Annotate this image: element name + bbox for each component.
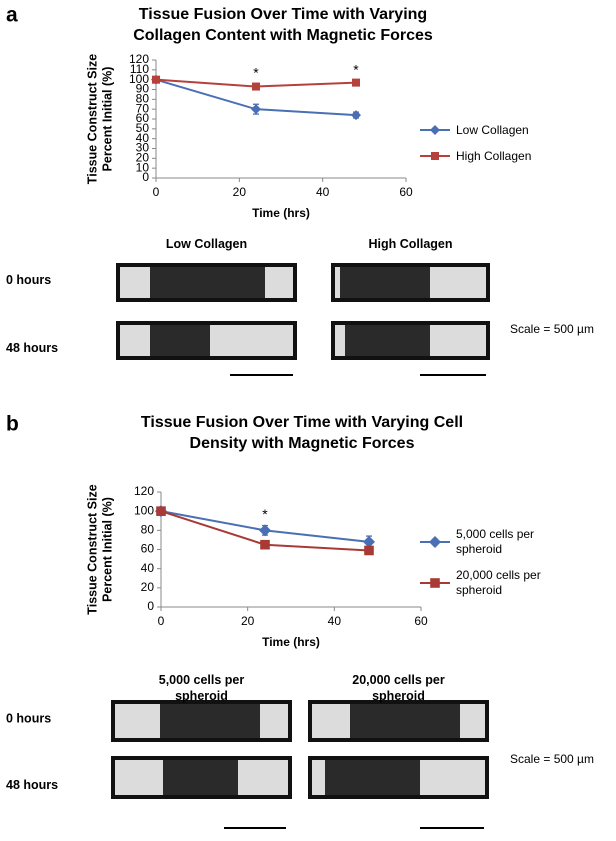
- x-axis-title: Time (hrs): [262, 635, 320, 649]
- x-axis-title: Time (hrs): [252, 206, 310, 220]
- x-tick-label: 20: [233, 185, 247, 199]
- marker: [252, 82, 260, 91]
- marker: [259, 524, 271, 537]
- y-axis-title: Tissue Construct Size: [85, 484, 99, 614]
- marker: [260, 539, 270, 550]
- x-tick-label: 60: [414, 614, 428, 628]
- scale-label: Scale = 500 µm: [510, 322, 594, 336]
- scale-label: Scale = 500 µm: [510, 752, 594, 766]
- row-label: 0 hours: [6, 273, 51, 287]
- legend-swatch: [420, 578, 450, 588]
- y-tick-label: 60: [136, 111, 150, 125]
- legend-swatch: [420, 536, 450, 548]
- micrograph-header: 5,000 cells per spheroid: [158, 673, 245, 703]
- y-tick-label: 50: [136, 121, 150, 135]
- legend-label: 20,000 cells per spheroid: [456, 568, 541, 597]
- y-tick-label: 20: [136, 151, 150, 165]
- y-tick-label: 10: [136, 160, 150, 174]
- row-label: 0 hours: [6, 711, 51, 725]
- micrograph-tissue: [350, 704, 460, 738]
- legend-entry: 5,000 cells per spheroid: [418, 527, 571, 557]
- marker: [431, 152, 439, 160]
- y-tick-label: 120: [129, 52, 149, 66]
- legend-entry: 20,000 cells per spheroid: [418, 568, 571, 598]
- chart-title: Tissue Fusion Over Time with Varying Col…: [133, 6, 433, 44]
- legend-entry: High Collagen: [418, 141, 576, 171]
- y-tick-label: 0: [147, 599, 154, 613]
- y-tick-label: 90: [136, 82, 150, 96]
- marker: [430, 578, 440, 588]
- micrograph-tissue: [325, 760, 420, 795]
- x-tick-label: 60: [399, 185, 413, 199]
- micrograph-tissue: [150, 325, 210, 356]
- y-axis-title: Percent Initial (%): [100, 497, 114, 602]
- legend-swatch: [420, 152, 450, 160]
- panel-label: b: [6, 413, 19, 436]
- y-tick-label: 80: [136, 92, 150, 106]
- legend-label: High Collagen: [456, 148, 532, 163]
- y-tick-label: 60: [141, 542, 155, 556]
- y-tick-label: 20: [141, 580, 155, 594]
- y-tick-label: 70: [136, 101, 150, 115]
- y-tick-label: 120: [134, 484, 154, 498]
- y-axis-title: Percent Initial (%): [100, 67, 114, 172]
- micrograph-tissue: [160, 704, 260, 738]
- marker: [152, 75, 160, 84]
- micrograph-header: 20,000 cells per spheroid: [352, 673, 445, 703]
- x-tick-label: 40: [316, 185, 330, 199]
- y-tick-label: 80: [141, 523, 155, 537]
- marker: [364, 545, 374, 556]
- marker: [363, 535, 375, 548]
- micrograph-tissue: [163, 760, 238, 795]
- y-tick-label: 40: [136, 131, 150, 145]
- marker: [351, 110, 361, 121]
- legend-entry: Low Collagen: [418, 115, 576, 145]
- micrograph-tissue: [150, 267, 265, 298]
- row-label: 48 hours: [6, 341, 58, 355]
- y-axis-title: Tissue Construct Size: [85, 54, 99, 184]
- marker: [352, 78, 360, 87]
- marker: [429, 536, 441, 548]
- chart-title: Tissue Fusion Over Time with Varying Cel…: [140, 414, 464, 452]
- marker: [430, 125, 440, 135]
- y-tick-label: 100: [129, 72, 149, 86]
- panel-label: a: [6, 4, 18, 27]
- legend-swatch: [420, 125, 450, 135]
- micrograph-tissue: [340, 267, 430, 298]
- x-tick-label: 0: [158, 614, 165, 628]
- significance-mark: *: [253, 64, 259, 80]
- legend-label: Low Collagen: [456, 122, 529, 137]
- micrograph-tissue: [345, 325, 430, 356]
- significance-mark: *: [262, 506, 268, 522]
- x-tick-label: 0: [153, 185, 160, 199]
- y-tick-label: 40: [141, 561, 155, 575]
- micrograph-header: High Collagen: [368, 237, 453, 251]
- row-label: 48 hours: [6, 778, 58, 792]
- x-tick-label: 20: [241, 614, 255, 628]
- marker: [251, 104, 261, 115]
- significance-mark: *: [353, 61, 359, 77]
- marker: [156, 506, 166, 516]
- y-tick-label: 30: [136, 141, 150, 155]
- y-tick-label: 0: [142, 170, 149, 184]
- y-tick-label: 110: [130, 62, 149, 76]
- micrograph-header: Low Collagen: [165, 237, 248, 251]
- y-tick-label: 100: [134, 503, 154, 517]
- legend-label: 5,000 cells per spheroid: [456, 527, 535, 556]
- x-tick-label: 40: [328, 614, 342, 628]
